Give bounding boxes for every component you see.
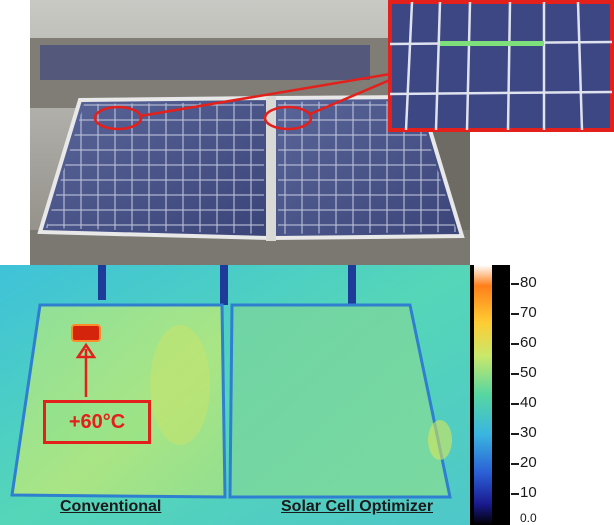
warm-area-right — [428, 420, 452, 460]
zoom-leader-right — [309, 78, 391, 116]
scale-label-0: 0.0 — [520, 511, 537, 525]
color-scale-label-bg — [510, 265, 614, 525]
scale-tick-60 — [511, 343, 519, 345]
scale-label-80: 80 — [520, 274, 537, 291]
hotspot-temperature-label: +60°C — [68, 410, 126, 433]
hotspot-arrow-head — [75, 342, 97, 359]
zoom-highlight-bar — [440, 41, 544, 46]
mount-strip-1 — [98, 265, 106, 300]
scale-label-30: 30 — [520, 424, 537, 441]
background-panel-row — [40, 45, 370, 80]
right-solar-panel — [272, 94, 465, 241]
scale-tick-10 — [511, 493, 519, 495]
scale-tick-70 — [511, 313, 519, 315]
scale-label-10: 10 — [520, 484, 537, 501]
zoom-leader-left — [139, 72, 391, 118]
panel-mount — [266, 96, 276, 241]
scale-label-70: 70 — [520, 304, 537, 321]
color-scale-bar — [474, 265, 492, 525]
warm-area-left — [150, 325, 210, 445]
left-solar-panel — [37, 95, 270, 241]
white-right-area — [470, 130, 614, 265]
scale-label-50: 50 — [520, 364, 537, 381]
caption-conventional: Conventional — [60, 498, 162, 515]
mount-strip-3 — [348, 265, 356, 305]
mount-strip-2 — [220, 265, 228, 305]
scale-tick-50 — [511, 373, 519, 375]
scale-tick-80 — [511, 283, 519, 285]
scale-tick-20 — [511, 463, 519, 465]
scale-label-60: 60 — [520, 334, 537, 351]
hotspot — [71, 324, 101, 342]
hotspot-marker-left — [93, 105, 143, 131]
thermal-panel-right — [228, 303, 452, 499]
scale-label-20: 20 — [520, 454, 537, 471]
rooftop-solar-photo — [30, 0, 614, 265]
scale-tick-30 — [511, 433, 519, 435]
scale-label-40: 40 — [520, 394, 537, 411]
scale-tick-40 — [511, 403, 519, 405]
thermal-image — [0, 265, 614, 525]
hotspot-temperature-box: +60°C — [43, 400, 151, 444]
zoom-inset — [388, 0, 614, 132]
hotspot-marker-right — [263, 105, 313, 131]
caption-solar-cell-optimizer: Solar Cell Optimizer — [281, 498, 434, 515]
